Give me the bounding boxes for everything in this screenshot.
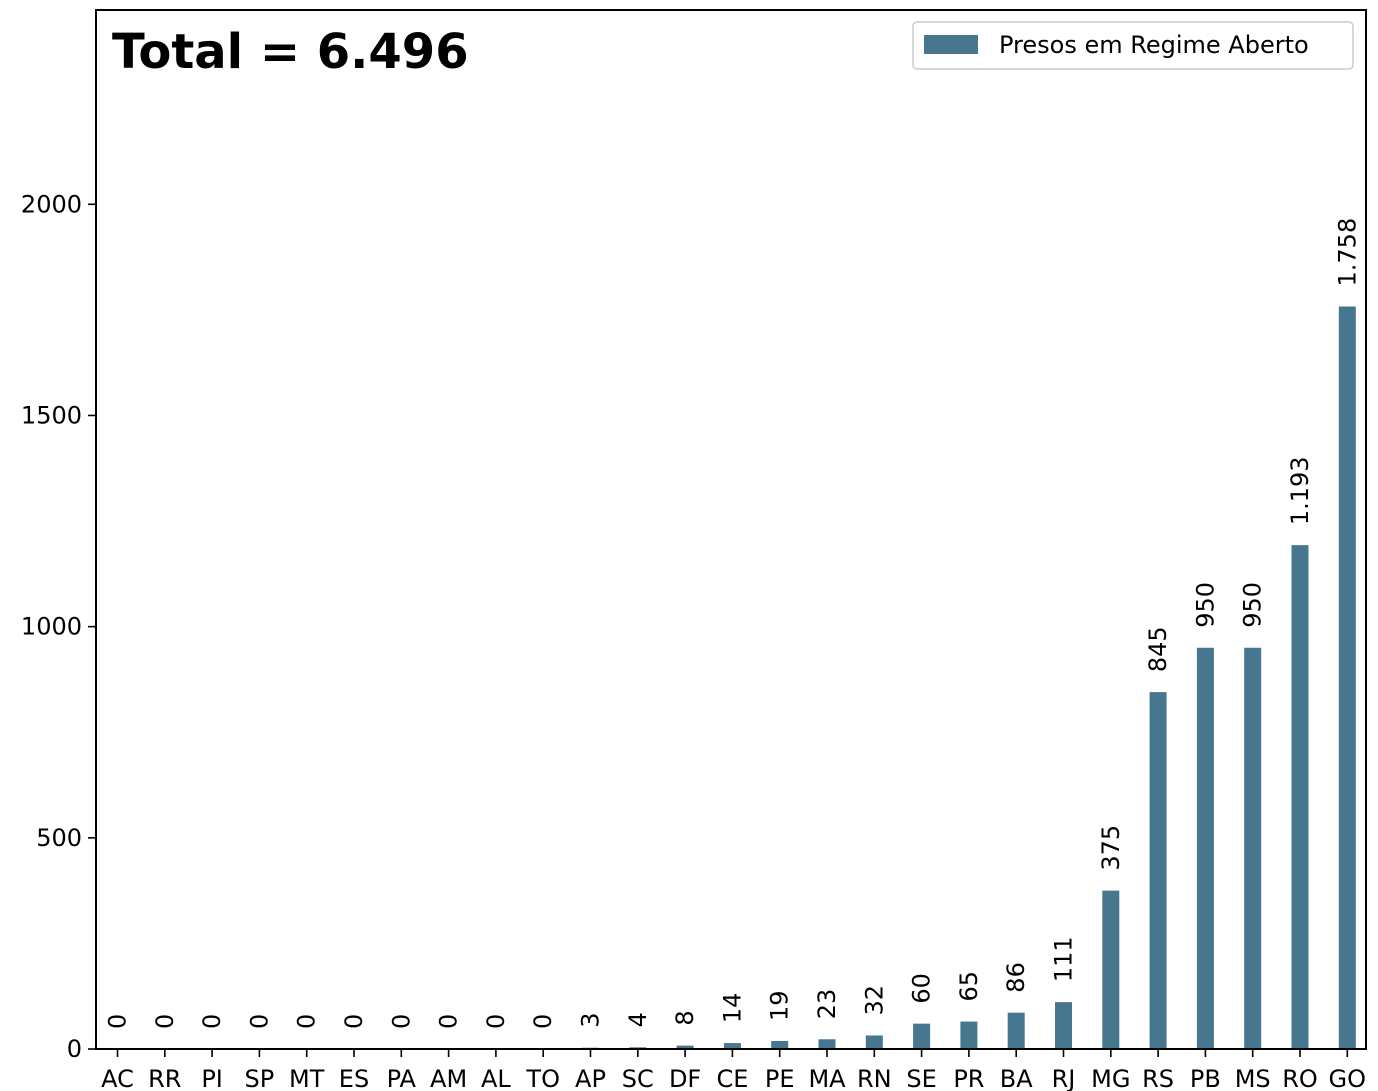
x-tick-label-ce: CE: [716, 1065, 748, 1091]
y-tick-label: 500: [36, 824, 82, 852]
bar-pe: [771, 1040, 789, 1049]
legend-swatch: [924, 35, 978, 54]
bar-value-label-sc: 4: [624, 1012, 652, 1027]
bar-value-label-pe: 19: [766, 990, 794, 1021]
bar-value-label-ac: 0: [104, 1014, 132, 1029]
x-tick-label-ma: MA: [808, 1065, 846, 1091]
legend-box: [912, 21, 1354, 70]
x-tick-label-df: DF: [669, 1065, 701, 1091]
bar-labels-layer: 0 0 0 0 0 0 0 0 0 0 3 4 8 14 19 23 32 60 65 86 111 375 845 950 9…: [104, 218, 1362, 1029]
bar-pb: [1196, 647, 1214, 1049]
bar-value-label-am: 0: [435, 1014, 463, 1029]
x-tick-label-pr: PR: [953, 1065, 984, 1091]
bar-value-label-se: 60: [908, 973, 936, 1004]
bar-rj: [1055, 1002, 1072, 1049]
total-annotation: Total = 6.496: [112, 24, 469, 80]
bar-value-label-rn: 32: [860, 985, 888, 1016]
bar-value-label-ba: 86: [1002, 962, 1030, 993]
bar-ms: [1244, 647, 1262, 1049]
bar-rn: [865, 1035, 883, 1049]
bar-rs: [1149, 692, 1167, 1049]
bar-df: [676, 1045, 694, 1049]
bar-value-label-pb: 950: [1191, 582, 1219, 628]
y-tick-label: 1000: [21, 613, 82, 641]
bar-value-label-al: 0: [482, 1014, 510, 1029]
x-tick-label-ms: MS: [1235, 1065, 1271, 1091]
bar-value-label-rj: 111: [1050, 936, 1078, 982]
x-tick-label-sp: SP: [245, 1065, 275, 1091]
bar-pr: [960, 1021, 978, 1049]
x-tick-label-am: AM: [430, 1065, 467, 1091]
x-tick-label-to: TO: [525, 1065, 560, 1091]
x-tick-label-se: SE: [906, 1065, 936, 1091]
bar-ro: [1291, 545, 1309, 1049]
bar-value-label-rr: 0: [151, 1014, 179, 1029]
bar-value-label-sp: 0: [245, 1014, 273, 1029]
plot-frame: [95, 9, 1367, 1050]
x-tick-label-go: GO: [1329, 1065, 1367, 1091]
x-tick-label-es: ES: [339, 1065, 369, 1091]
legend-label: Presos em Regime Aberto: [999, 31, 1309, 59]
x-tick-label-pa: PA: [387, 1065, 417, 1091]
x-tick-label-ap: AP: [575, 1065, 606, 1091]
x-tick-label-rj: RJ: [1052, 1065, 1076, 1091]
bars-layer: [582, 306, 1356, 1049]
x-tick-label-rr: RR: [148, 1065, 181, 1091]
bar-ce: [723, 1043, 741, 1049]
y-tick-label: 0: [67, 1035, 82, 1063]
x-tick-label-ro: RO: [1282, 1065, 1318, 1091]
x-tick-label-pi: PI: [201, 1065, 223, 1091]
bar-ba: [1007, 1012, 1025, 1049]
legend: Presos em Regime Aberto: [912, 21, 1354, 70]
bar-value-label-mt: 0: [293, 1014, 321, 1029]
bar-value-label-ma: 23: [813, 989, 841, 1020]
x-tick-label-ba: BA: [1000, 1065, 1033, 1091]
bar-value-label-rs: 845: [1144, 626, 1172, 672]
bar-ma: [818, 1039, 836, 1049]
x-tick-label-ac: AC: [101, 1065, 134, 1091]
bar-value-label-go: 1.758: [1333, 218, 1361, 287]
bar-value-label-ms: 950: [1239, 582, 1267, 628]
bar-value-label-pi: 0: [198, 1014, 226, 1029]
y-tick-label: 1500: [21, 401, 82, 429]
x-tick-label-rs: RS: [1142, 1065, 1174, 1091]
y-tick-label: 2000: [21, 190, 82, 218]
x-tick-label-rn: RN: [857, 1065, 892, 1091]
bar-value-label-df: 8: [671, 1010, 699, 1025]
bar-value-label-pa: 0: [387, 1014, 415, 1029]
bar-value-label-ce: 14: [718, 993, 746, 1024]
bar-value-label-ap: 3: [577, 1012, 605, 1027]
bar-value-label-pr: 65: [955, 971, 983, 1002]
bar-go: [1338, 306, 1356, 1049]
x-tick-label-pb: PB: [1190, 1065, 1221, 1091]
bar-mg: [1102, 890, 1120, 1049]
bar-value-label-ro: 1.193: [1286, 456, 1314, 525]
x-tick-label-sc: SC: [622, 1065, 654, 1091]
x-tick-label-mg: MG: [1091, 1065, 1130, 1091]
x-tick-label-pe: PE: [765, 1065, 795, 1091]
bar-se: [913, 1023, 931, 1049]
x-tick-label-al: AL: [481, 1065, 511, 1091]
axes-layer: 0 500 1000 1500 2000 AC RR PI SP MT ES PA AM AL TO AP SC…: [21, 9, 1367, 1091]
x-tick-label-mt: MT: [289, 1065, 325, 1091]
bar-value-label-mg: 375: [1097, 825, 1125, 871]
bar-value-label-es: 0: [340, 1014, 368, 1029]
bar-value-label-to: 0: [529, 1014, 557, 1029]
